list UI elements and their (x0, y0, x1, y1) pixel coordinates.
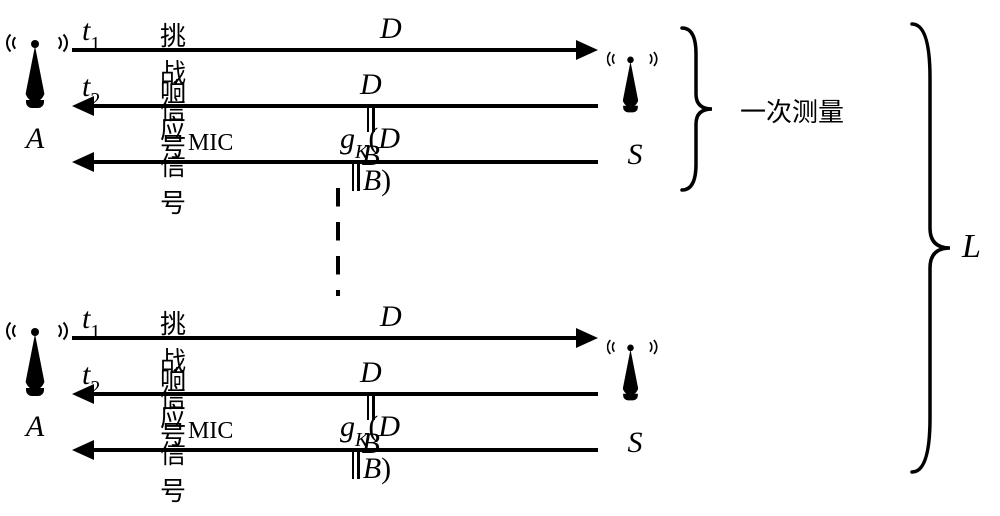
label-one-measurement: 一次测量 (740, 92, 844, 129)
arrowhead-mic-top (72, 152, 94, 172)
brace-L (906, 18, 966, 478)
arrow-mic-bottom (92, 448, 598, 452)
antenna-A-label-bottom: A (10, 410, 60, 444)
antenna-S-label: S (610, 138, 660, 172)
antenna-A-icon-bottom (10, 320, 60, 414)
arrowhead-mic-bottom (72, 440, 94, 460)
label-mic-bottom: MIC (188, 418, 233, 445)
antenna-S-label-bottom: S (610, 426, 660, 460)
arrowhead-challenge-bottom (576, 328, 598, 348)
antenna-S-icon-bottom (610, 338, 651, 415)
arrowhead-response-top (72, 96, 94, 116)
arrow-mic-top (92, 160, 598, 164)
label-response-bottom: 响应信号 (160, 360, 186, 508)
antenna-A-label: A (10, 122, 60, 156)
label-mic-top: MIC (188, 130, 233, 157)
antenna-A-icon (10, 32, 60, 126)
brace-one-measurement (676, 24, 726, 194)
arrowhead-response-bottom (72, 384, 94, 404)
arrow-response-bottom (92, 392, 598, 396)
antenna-S-icon (610, 50, 651, 127)
arrowhead-challenge-top (576, 40, 598, 60)
arrow-challenge-top (72, 48, 578, 52)
protocol-diagram: A S t1 挑战信号 D t2 响应信号 DB MIC gK(DB) (0, 0, 1000, 516)
ellipsis-dashes (336, 188, 340, 296)
arrow-challenge-bottom (72, 336, 578, 340)
label-D-bottom: D (380, 300, 402, 334)
label-D-top: D (380, 12, 402, 46)
label-response-top: 响应信号 (160, 72, 186, 220)
label-L: L (962, 228, 981, 266)
arrow-response-top (92, 104, 598, 108)
